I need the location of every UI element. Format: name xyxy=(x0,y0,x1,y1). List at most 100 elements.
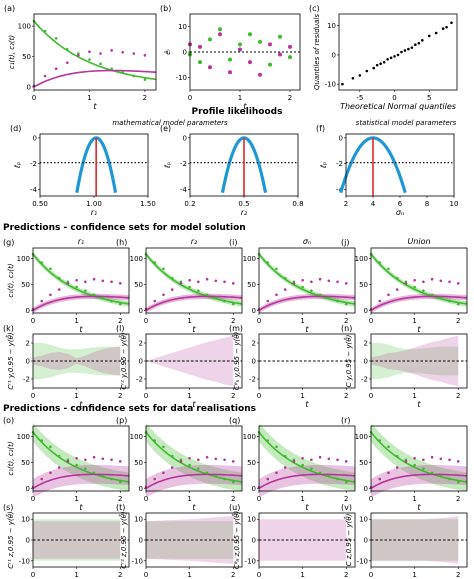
panel-label: (p) xyxy=(116,416,127,425)
axes-frame xyxy=(145,425,243,492)
data-point-c1 xyxy=(283,454,287,458)
data-point-c2 xyxy=(387,471,390,475)
data-point-c2 xyxy=(301,278,304,282)
data-point-c1 xyxy=(344,302,348,306)
data-point-c1 xyxy=(84,289,87,292)
difference-band xyxy=(371,519,459,561)
y-tick-label: 100 xyxy=(17,433,30,441)
data-point-c2 xyxy=(92,277,96,281)
axes-frame xyxy=(370,512,468,568)
data-point-c2 xyxy=(310,458,313,462)
y-tick-label: 0 xyxy=(364,358,368,366)
qq-point xyxy=(420,39,424,42)
qq-point xyxy=(365,69,369,73)
data-point-c1 xyxy=(266,439,270,442)
y-tick-label: 100 xyxy=(243,433,256,441)
series-line-c2 xyxy=(258,473,356,490)
data-point-c2 xyxy=(101,457,105,461)
x-axis-label: t xyxy=(79,503,83,512)
x-axis-label: t xyxy=(417,325,421,334)
y-axis-label: c₁(t), c₂(t) xyxy=(8,35,16,69)
panel-f: (f) 2 4 6 8 10 0 -2 -4 σₙ ℓ̂ₚ xyxy=(316,124,458,217)
x-tick-label: 0 xyxy=(144,571,148,579)
x-tick-label: 1 xyxy=(74,571,78,579)
x-tick-label: 2 xyxy=(344,392,348,400)
y-tick-label: 0 xyxy=(364,485,368,493)
x-tick-label: 0 xyxy=(257,571,261,579)
y-tick-label: 50 xyxy=(134,459,143,467)
y-tick-label: 100 xyxy=(130,433,143,441)
series-line-c2 xyxy=(145,295,243,312)
x-axis-label: t xyxy=(79,400,83,409)
y-tick-label: -10 xyxy=(176,74,187,82)
x-tick-label: 1 xyxy=(74,495,78,503)
data-point-c2 xyxy=(275,471,278,475)
y-tick-label: 100 xyxy=(243,255,256,263)
data-point-c1 xyxy=(456,302,460,306)
y-tick-label: -2 xyxy=(249,376,256,384)
panel-u: (u)012-10010tCᵠₙ z,0.95 − y(θ̂) xyxy=(229,503,356,579)
panel-label: (q) xyxy=(229,416,240,425)
data-point-c2 xyxy=(275,293,278,297)
y-tick-label: 0 xyxy=(332,51,336,59)
data-point-c1 xyxy=(110,67,113,71)
data-point-c1 xyxy=(99,62,102,66)
data-point-c1 xyxy=(197,289,200,292)
qq-point xyxy=(351,77,355,80)
data-point-c2 xyxy=(84,280,87,284)
panel-label: (f) xyxy=(316,124,325,133)
data-point-c2 xyxy=(66,460,70,463)
y-tick-label: 0 xyxy=(183,134,187,142)
data-point-c1 xyxy=(92,471,96,475)
data-point-c1 xyxy=(448,299,451,303)
x-tick-label: 1 xyxy=(300,495,304,503)
y-tick-label: 0 xyxy=(139,537,143,545)
residual-point xyxy=(268,42,272,47)
y-tick-label: -4 xyxy=(180,186,188,194)
data-point-c1 xyxy=(40,439,44,442)
x-tick-label: 1 xyxy=(238,94,242,102)
confidence-band xyxy=(259,251,355,307)
y-tick-label: 100 xyxy=(17,255,30,263)
data-point-c1 xyxy=(75,463,78,467)
y-axis-label: ℓ̂ₚ xyxy=(14,162,22,169)
y-axis-label: Cʳ¹ z,0.95 − y(θ̂) xyxy=(6,511,15,569)
header-model-pred: Predictions - confidence sets for model … xyxy=(3,223,246,233)
data-point-c1 xyxy=(395,454,399,458)
qq-point xyxy=(400,50,403,54)
x-tick-label: 1.50 xyxy=(140,200,156,208)
x-tick-label: 0 xyxy=(144,317,148,325)
x-tick-label: 2 xyxy=(344,495,348,503)
residual-point xyxy=(288,55,292,60)
confidence-band xyxy=(259,465,355,498)
data-point-c1 xyxy=(327,296,331,300)
x-tick-label: 8 xyxy=(425,200,429,208)
x-tick-label: 1.00 xyxy=(86,200,102,208)
panel-title: σₙ xyxy=(303,237,311,246)
data-point-c2 xyxy=(40,299,44,303)
x-tick-label: 1 xyxy=(412,317,416,325)
x-tick-label: 2 xyxy=(231,571,235,579)
y-tick-label: 2 xyxy=(139,340,143,348)
y-axis-label: c₁(t), c₂(t) xyxy=(7,263,15,297)
data-point-c2 xyxy=(283,288,287,291)
residual-point xyxy=(228,70,232,75)
data-point-c2 xyxy=(143,54,147,57)
series-line-c2 xyxy=(370,473,468,490)
y-axis-label: Cʳ² y,0.95 − y(θ̂) xyxy=(119,332,128,390)
data-point-c2 xyxy=(404,460,408,463)
panel-t: (t)012-10010tCʳ² z,0.95 − y(θ̂) xyxy=(116,503,243,579)
x-tick-label: 2 xyxy=(143,94,147,102)
data-point-c2 xyxy=(121,51,125,54)
qq-point xyxy=(341,82,344,86)
data-point-c2 xyxy=(266,477,270,481)
data-point-c2 xyxy=(179,460,183,463)
y-tick-label: -2 xyxy=(361,376,368,384)
y-tick-label: -2 xyxy=(30,160,37,168)
data-point-c2 xyxy=(43,74,47,78)
data-point-c1 xyxy=(110,477,113,481)
data-point-c1 xyxy=(153,439,157,442)
panel-s: (s)012-10010tCʳ¹ z,0.95 − y(θ̂) xyxy=(3,503,130,579)
y-tick-label: 0 xyxy=(33,134,37,142)
